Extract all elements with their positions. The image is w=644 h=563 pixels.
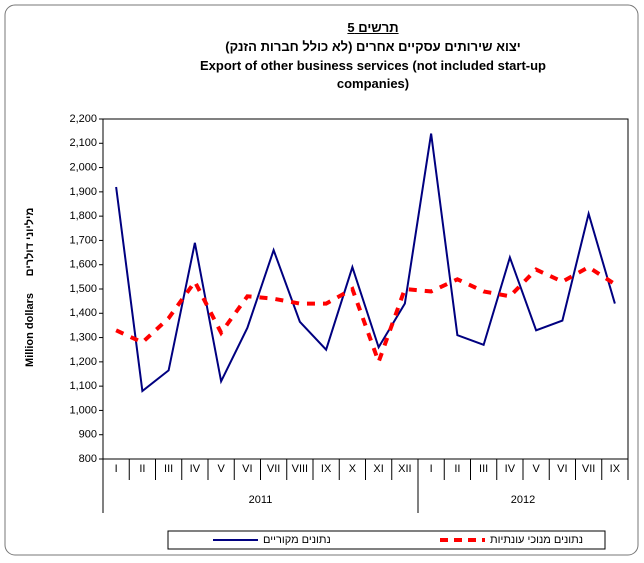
x-tick-label: VII [582,463,595,475]
y-label-he: מיליוני דולרים [23,208,36,277]
x-tick-label: V [217,463,225,475]
y-tick-label: 1,700 [69,234,97,246]
x-tick-label: V [532,463,540,475]
y-tick-label: 1,500 [69,283,97,295]
y-tick-label: 1,100 [69,380,97,392]
chart-title: תרשים 5 [347,20,399,35]
y-tick-label: 2,200 [69,113,97,125]
x-tick-label: VII [267,463,280,475]
x-tick-label: IX [610,463,621,475]
x-tick-label: I [430,463,433,475]
legend-label: נתונים מקוריים [263,534,331,546]
y-tick-label: 800 [79,453,97,465]
x-tick-label: X [349,463,357,475]
y-tick-label: 900 [79,429,97,441]
x-tick-label: VI [557,463,567,475]
group-label: 2012 [511,494,535,506]
y-tick-label: 2,100 [69,137,97,149]
x-tick-label: IV [190,463,201,475]
series-line [115,133,616,393]
x-tick-label: III [164,463,173,475]
legend [167,530,606,550]
x-tick-label: III [479,463,488,475]
x-tick-label: I [115,463,118,475]
y-tick-label: 1,600 [69,259,97,271]
frame [4,4,639,556]
legend-label: נתונים מנוכי עונתיות [490,534,583,546]
x-tick-label: VIII [292,463,309,475]
x-tick-label: XI [373,463,383,475]
y-tick-label: 1,800 [69,210,97,222]
y-tick-label: 1,400 [69,307,97,319]
y-tick-label: 1,900 [69,186,97,198]
x-tick-label: II [139,463,145,475]
subtitle-he: יצוא שירותים עסקיים אחרים (לא כולל חברות… [225,39,521,54]
y-tick-label: 2,000 [69,161,97,173]
x-tick-label: II [454,463,460,475]
y-tick-label: 1,200 [69,356,97,368]
group-label: 2011 [249,494,273,506]
y-tick-label: 1,300 [69,331,97,343]
x-tick-label: XII [398,463,411,475]
y-tick-label: 1,000 [69,404,97,416]
series-line [115,264,616,368]
y-label: Million dollars מיליוני דולרים [23,208,36,367]
y-label-en: Million dollars [24,293,36,367]
x-tick-label: IV [505,463,516,475]
x-tick-label: IX [321,463,332,475]
subtitle-en: Export of other business services (not i… [199,58,546,91]
x-tick-label: VI [242,463,252,475]
